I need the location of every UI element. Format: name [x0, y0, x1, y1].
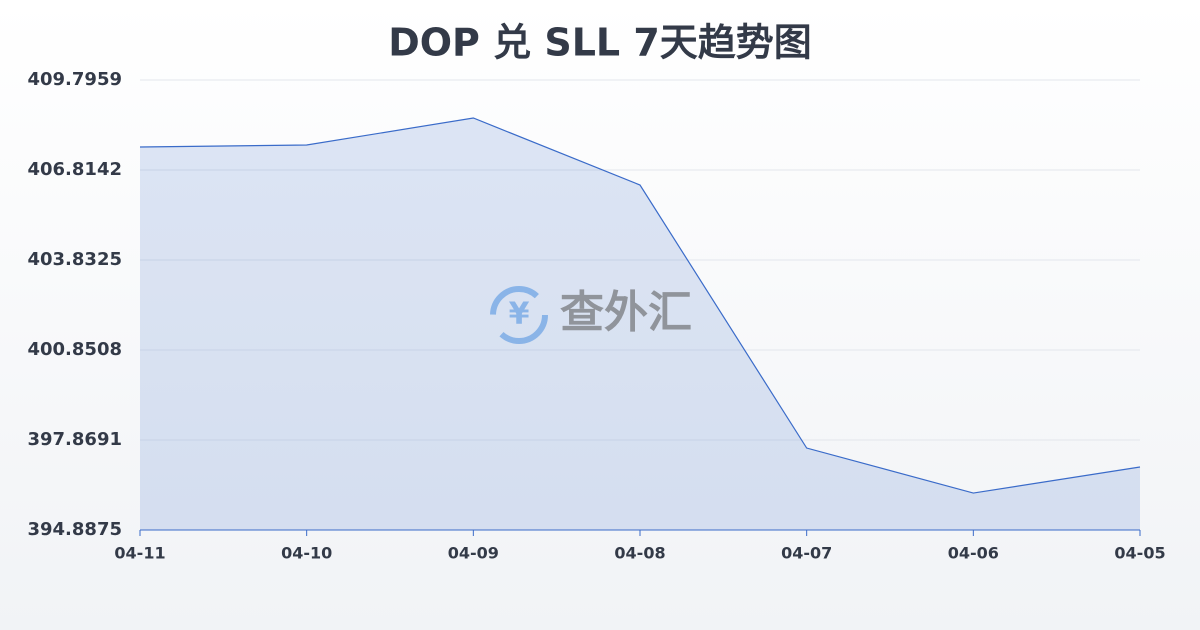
- x-tick-label: 04-07: [781, 544, 832, 563]
- area-fill: [140, 117, 1140, 530]
- y-tick-label: 403.8325: [27, 249, 122, 270]
- x-tick-label: 04-11: [114, 544, 165, 563]
- x-tick-label: 04-09: [448, 544, 499, 563]
- chart-title: DOP 兑 SLL 7天趋势图: [388, 21, 812, 65]
- watermark: ¥ 查外汇: [490, 286, 692, 344]
- x-tick-label: 04-06: [948, 544, 999, 563]
- line: [139, 117, 1141, 494]
- plot: 394.8875 397.8691 400.8508 403.8325 406.8142…: [27, 69, 1165, 563]
- x-tick-label: 04-05: [1114, 544, 1165, 563]
- y-tick-label: 406.8142: [27, 159, 122, 180]
- watermark-icon: [490, 286, 548, 344]
- x-tick-label: 04-10: [281, 544, 332, 563]
- x-tick-label: 04-08: [614, 544, 665, 563]
- y-tick-label: 394.8875: [27, 519, 122, 540]
- y-tick-label: 397.8691: [27, 429, 122, 450]
- watermark-text: 查外汇: [560, 287, 692, 338]
- watermark-icon-symbol: ¥: [509, 297, 530, 332]
- y-tick-label: 409.7959: [27, 69, 122, 90]
- y-tick-label: 400.8508: [27, 339, 122, 360]
